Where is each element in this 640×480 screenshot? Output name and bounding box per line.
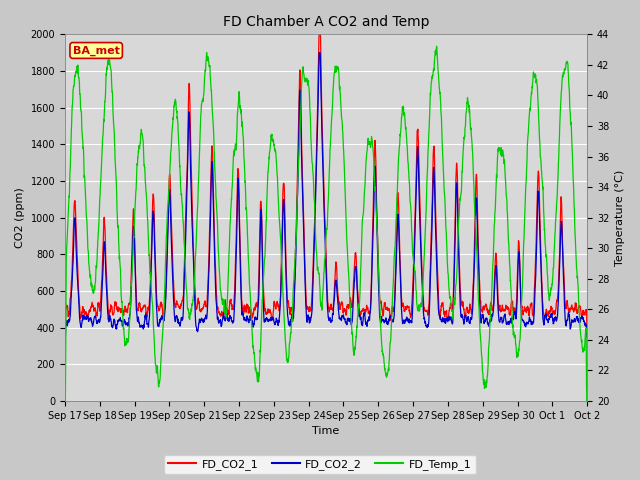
X-axis label: Time: Time: [312, 426, 340, 436]
Text: BA_met: BA_met: [73, 45, 120, 56]
Y-axis label: Temperature (°C): Temperature (°C): [615, 169, 625, 266]
Legend: FD_CO2_1, FD_CO2_2, FD_Temp_1: FD_CO2_1, FD_CO2_2, FD_Temp_1: [164, 455, 476, 474]
Y-axis label: CO2 (ppm): CO2 (ppm): [15, 187, 25, 248]
Title: FD Chamber A CO2 and Temp: FD Chamber A CO2 and Temp: [223, 15, 429, 29]
